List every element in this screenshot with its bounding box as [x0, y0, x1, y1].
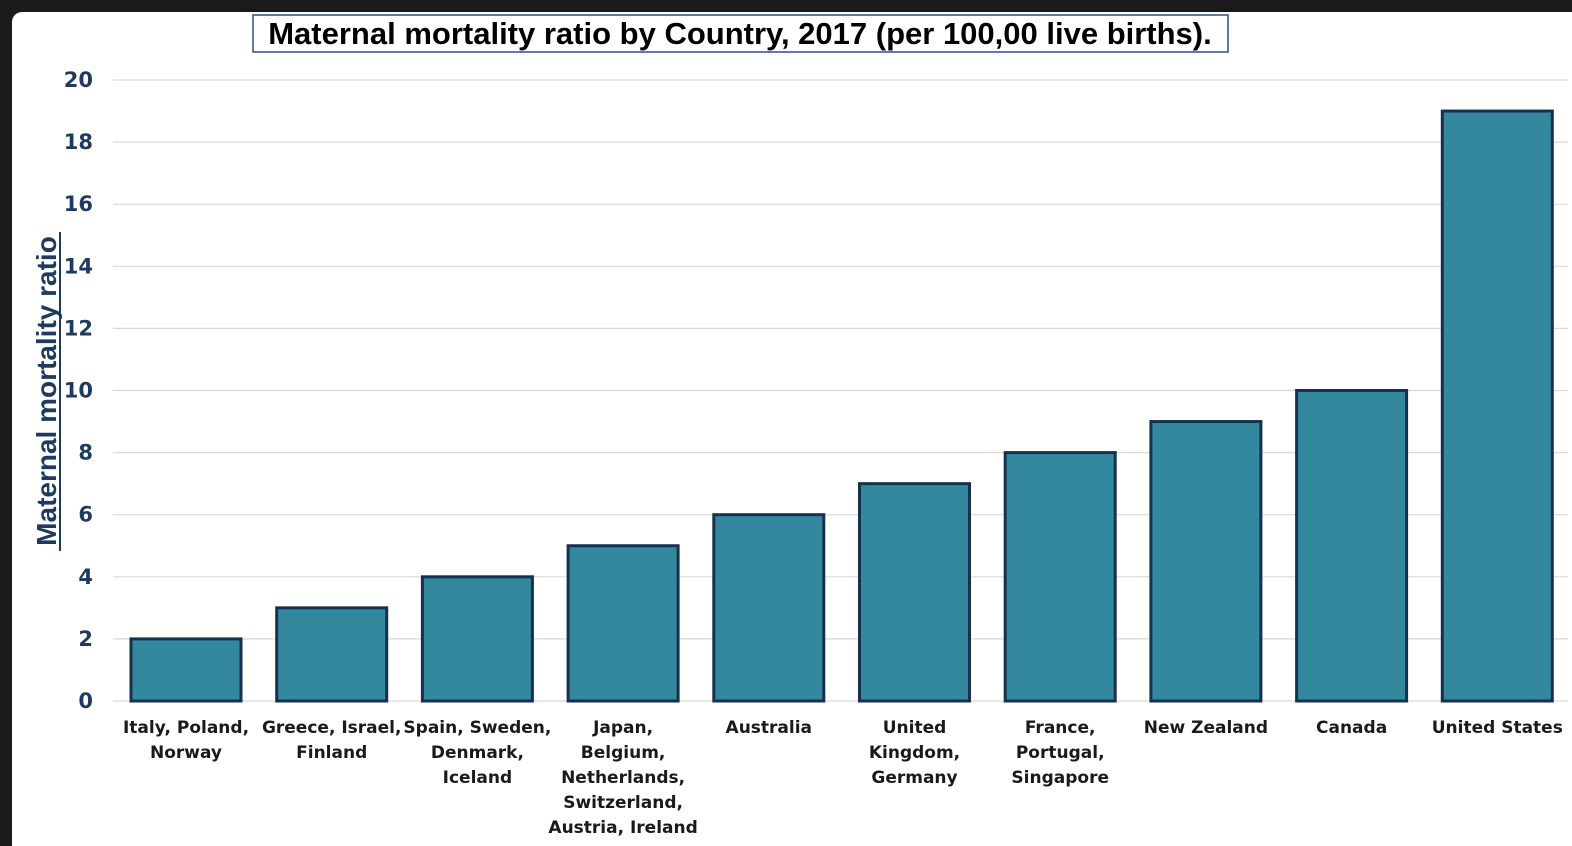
chart-title-box: [252, 14, 1229, 53]
chart-title-text: Maternal mortality ratio by Country, 201…: [268, 16, 1212, 51]
x-axis-categories: Italy, Poland, Norway Greece, Israel, Finla…: [123, 718, 1563, 838]
chart-title: Maternal mortality ratio by Country, 201…: [252, 14, 1229, 53]
y-tick-label: 16: [64, 192, 93, 216]
bar-1: [275, 606, 389, 703]
bar-2: [420, 575, 534, 703]
bars: [129, 109, 1554, 703]
y-axis-label: Maternal mortality ratio: [31, 232, 62, 551]
y-tick-label: 6: [78, 503, 93, 527]
bar-6: [1003, 451, 1117, 703]
bar-9: [1440, 109, 1554, 703]
x-category-label: Iceland: [443, 768, 513, 788]
x-category-label: United: [883, 718, 947, 738]
y-tick-label: 8: [78, 441, 93, 465]
x-category-label: New Zealand: [1144, 718, 1268, 738]
x-category-label: Australia: [726, 718, 813, 738]
x-category-label: Finland: [296, 743, 367, 763]
y-axis-label-text: Maternal mortality ratio: [31, 236, 62, 546]
x-category-label: Portugal,: [1016, 743, 1105, 763]
x-category-label: Italy, Poland,: [123, 718, 249, 738]
x-category-label: Germany: [871, 768, 957, 788]
x-category-label: Belgium,: [581, 743, 666, 763]
x-category-label: Greece, Israel,: [262, 718, 402, 738]
bar-0: [129, 637, 243, 703]
y-tick-label: 14: [64, 254, 93, 278]
x-category-label: United States: [1432, 718, 1563, 738]
bar-3: [566, 544, 680, 703]
x-category-label: Singapore: [1011, 768, 1109, 788]
x-category-label: Netherlands,: [561, 768, 685, 788]
y-tick-label: 10: [64, 379, 93, 403]
x-category-label: Canada: [1316, 718, 1387, 738]
y-tick-label: 20: [64, 68, 93, 92]
bar-5: [858, 482, 971, 703]
bar-7: [1149, 420, 1263, 703]
x-category-label: Denmark,: [431, 743, 524, 763]
x-category-label: Japan,: [592, 718, 653, 738]
y-axis-ticks: 0 2 4 6 8 10 12 14 16 18 20: [64, 68, 93, 713]
bar-8: [1295, 389, 1409, 703]
y-tick-label: 18: [64, 130, 93, 154]
x-category-label: France,: [1025, 718, 1096, 738]
x-category-label: Switzerland,: [563, 793, 683, 813]
x-category-label: Kingdom,: [869, 743, 960, 763]
bar-4: [712, 513, 826, 703]
x-category-label: Austria, Ireland: [548, 818, 697, 838]
y-tick-label: 12: [64, 316, 93, 340]
x-category-label: Norway: [150, 743, 222, 763]
gridlines: [113, 79, 1568, 702]
y-tick-label: 0: [78, 689, 93, 713]
x-category-label: Spain, Sweden,: [403, 718, 551, 738]
y-tick-label: 2: [78, 627, 93, 651]
y-tick-label: 4: [78, 565, 93, 589]
